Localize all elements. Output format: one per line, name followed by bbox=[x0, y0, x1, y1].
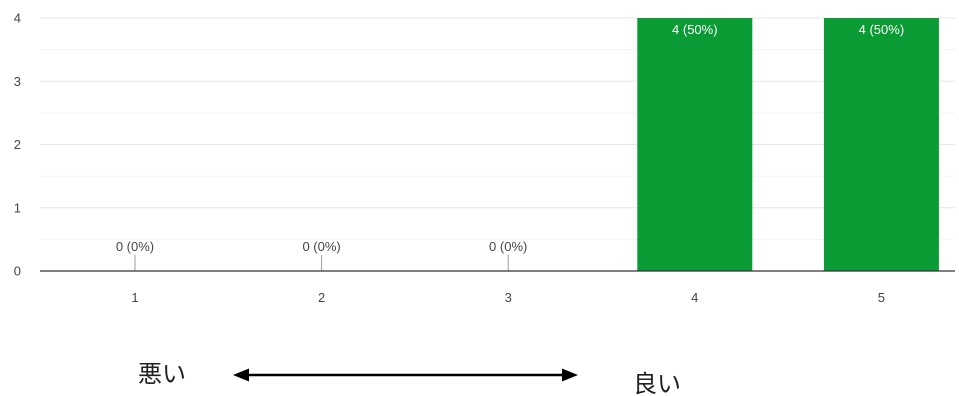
arrow-head-right bbox=[562, 368, 578, 382]
scale-right-label: 良い bbox=[633, 371, 681, 396]
arrow-head-left bbox=[233, 368, 249, 382]
scale-left-label: 悪い bbox=[138, 361, 186, 388]
y-tick-label: 0 bbox=[14, 264, 21, 279]
rating-scale-annotation: 悪い 良い bbox=[138, 361, 681, 396]
y-tick-label: 2 bbox=[14, 137, 21, 152]
bars bbox=[134, 18, 939, 271]
y-axis-tick-labels: 0 1 2 3 4 bbox=[14, 11, 21, 279]
gridlines bbox=[40, 17, 955, 240]
data-label: 0 (0%) bbox=[116, 239, 154, 254]
y-tick-label: 3 bbox=[14, 74, 21, 89]
bar-5 bbox=[823, 18, 939, 271]
double-headed-arrow bbox=[233, 368, 578, 382]
data-label: 0 (0%) bbox=[302, 239, 340, 254]
data-label: 0 (0%) bbox=[489, 239, 527, 254]
x-tick-label: 1 bbox=[131, 290, 138, 305]
x-axis-tick-labels: 1 2 3 4 5 bbox=[131, 290, 885, 305]
x-tick-label: 4 bbox=[691, 290, 698, 305]
data-labels: 0 (0%) 0 (0%) 0 (0%) 4 (50%) 4 (50%) bbox=[116, 22, 904, 254]
x-tick-label: 2 bbox=[318, 290, 325, 305]
data-label: 4 (50%) bbox=[672, 22, 718, 37]
x-tick-label: 5 bbox=[878, 290, 885, 305]
x-tick-label: 3 bbox=[505, 290, 512, 305]
data-label: 4 (50%) bbox=[859, 22, 905, 37]
y-tick-label: 4 bbox=[14, 11, 21, 26]
y-tick-label: 1 bbox=[14, 200, 21, 215]
bar-4 bbox=[637, 18, 753, 271]
